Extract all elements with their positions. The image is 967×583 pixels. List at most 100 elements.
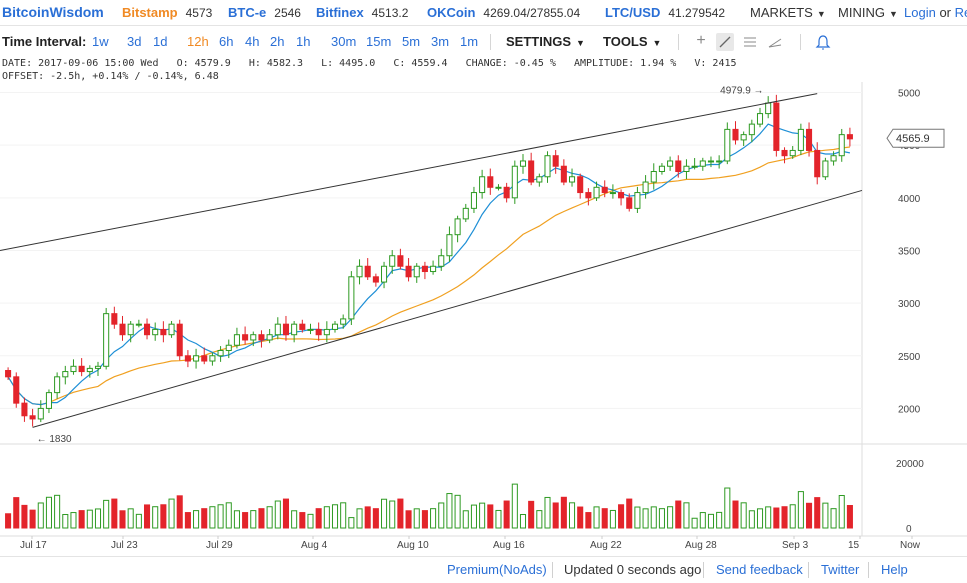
interval-1d[interactable]: 1d bbox=[153, 34, 168, 49]
candle-body bbox=[740, 134, 747, 141]
interval-1h[interactable]: 1h bbox=[296, 34, 311, 49]
time-tick-label: Jul 29 bbox=[206, 540, 233, 551]
ticker-bitfinex[interactable]: Bitfinex 4513.2 bbox=[316, 5, 408, 20]
price-tick-label: 2000 bbox=[898, 404, 921, 415]
candle-body bbox=[585, 192, 592, 199]
volume-bar bbox=[789, 504, 796, 529]
volume-bar bbox=[528, 500, 535, 529]
interval-4h[interactable]: 4h bbox=[245, 34, 260, 49]
volume-bar bbox=[438, 502, 445, 529]
time-tick-label: Aug 28 bbox=[685, 540, 717, 551]
time-tick-label: Jul 17 bbox=[20, 540, 47, 551]
time-tick-label: Aug 16 bbox=[493, 540, 525, 551]
interval-3d[interactable]: 3d bbox=[127, 34, 142, 49]
top-bar: BitcoinWisdom Bitstamp 4573 BTC-e 2546 Bit… bbox=[0, 0, 967, 26]
volume-bar bbox=[29, 509, 36, 529]
candle-body bbox=[340, 318, 347, 325]
alert-bell-icon[interactable] bbox=[814, 33, 832, 51]
settings-menu[interactable]: SETTINGS ▼ bbox=[506, 34, 585, 49]
ticker-bitstamp[interactable]: Bitstamp 4573 bbox=[122, 5, 212, 20]
ticker-name: Bitfinex bbox=[316, 5, 364, 20]
price-chart[interactable]: 50004500400035003000250020002000004979.9… bbox=[0, 0, 967, 556]
candle-body bbox=[13, 376, 20, 404]
ticker-okcoin[interactable]: OKCoin 4269.04/27855.04 bbox=[427, 5, 580, 20]
interval-3m[interactable]: 3m bbox=[431, 34, 450, 49]
candle-body bbox=[266, 334, 273, 341]
ticker-value: 4573 bbox=[185, 6, 213, 20]
low-price-annotation: ← 1830 bbox=[37, 434, 72, 445]
volume-bar bbox=[413, 508, 420, 529]
candle-body bbox=[667, 160, 674, 167]
volume-bar bbox=[143, 504, 151, 529]
volume-bar bbox=[381, 498, 388, 529]
ticker-name: LTC/USD bbox=[605, 5, 661, 20]
markets-menu[interactable]: MARKETS ▼ bbox=[750, 5, 826, 20]
candle-body bbox=[291, 323, 298, 336]
volume-bar bbox=[299, 512, 306, 529]
ticker-ltcusd[interactable]: LTC/USD 41.279542 bbox=[605, 5, 725, 20]
volume-bar bbox=[552, 502, 559, 529]
mining-menu[interactable]: MINING ▼ bbox=[838, 5, 898, 20]
interval-12h[interactable]: 12h bbox=[187, 34, 209, 49]
candle-body bbox=[421, 265, 428, 273]
candle-body bbox=[618, 192, 625, 199]
interval-2h[interactable]: 2h bbox=[270, 34, 285, 49]
volume-bar bbox=[389, 500, 396, 529]
channel-upper-line bbox=[0, 93, 818, 251]
premium-link[interactable]: Premium(NoAds) bbox=[447, 562, 547, 577]
candle-body bbox=[111, 313, 118, 325]
volume-bar bbox=[519, 514, 527, 529]
volume-bar bbox=[503, 500, 510, 529]
interval-1w[interactable]: 1w bbox=[92, 34, 109, 49]
candle-body bbox=[658, 165, 665, 172]
settings-menu-label: SETTINGS bbox=[506, 34, 572, 49]
send-feedback-link[interactable]: Send feedback bbox=[716, 562, 803, 577]
candle-body bbox=[707, 160, 715, 163]
candle-body bbox=[822, 160, 829, 178]
candle-body bbox=[446, 234, 453, 257]
help-link[interactable]: Help bbox=[881, 562, 908, 577]
volume-bar bbox=[160, 504, 167, 529]
candle-body bbox=[119, 323, 126, 336]
ruler-icon[interactable] bbox=[766, 33, 784, 51]
candle-body bbox=[54, 376, 61, 394]
candle-body bbox=[797, 128, 804, 151]
ticker-value: 2546 bbox=[274, 6, 301, 20]
volume-bar bbox=[699, 512, 706, 529]
volume-bar bbox=[193, 510, 200, 529]
time-tick-label: Jul 23 bbox=[111, 540, 138, 551]
fibonacci-icon[interactable] bbox=[741, 33, 759, 51]
interval-1m[interactable]: 1m bbox=[460, 34, 479, 49]
candle-body bbox=[315, 328, 322, 336]
volume-bar bbox=[315, 508, 322, 529]
ticker-btce[interactable]: BTC-e 2546 bbox=[228, 5, 301, 20]
interval-6h[interactable]: 6h bbox=[219, 34, 234, 49]
candle-body bbox=[233, 334, 240, 346]
volume-bar bbox=[103, 499, 110, 529]
interval-5m[interactable]: 5m bbox=[402, 34, 421, 49]
chevron-down-icon: ▼ bbox=[576, 38, 585, 48]
tools-menu[interactable]: TOOLS ▼ bbox=[603, 34, 661, 49]
login-link[interactable]: Login bbox=[904, 5, 936, 20]
markets-menu-label: MARKETS bbox=[750, 5, 813, 20]
volume-bar bbox=[650, 506, 657, 529]
volume-bar bbox=[225, 502, 232, 529]
time-interval-label: Time Interval: bbox=[2, 34, 87, 49]
candle-body bbox=[724, 128, 731, 162]
volume-bar bbox=[250, 510, 257, 529]
interval-30m[interactable]: 30m bbox=[331, 34, 357, 49]
crosshair-icon[interactable]: + bbox=[696, 32, 706, 49]
candle-body bbox=[773, 102, 780, 151]
volume-bar bbox=[348, 517, 355, 529]
volume-bar bbox=[495, 509, 502, 529]
draw-line-icon[interactable] bbox=[716, 33, 734, 51]
volume-bar bbox=[405, 510, 412, 529]
site-logo[interactable]: BitcoinWisdom bbox=[2, 4, 104, 20]
volume-bar bbox=[658, 508, 665, 529]
register-link[interactable]: Re bbox=[954, 5, 967, 20]
interval-15m[interactable]: 15m bbox=[366, 34, 392, 49]
volume-bar bbox=[740, 502, 747, 529]
candle-body bbox=[838, 134, 845, 157]
twitter-link[interactable]: Twitter bbox=[821, 562, 860, 577]
volume-bar bbox=[830, 508, 837, 529]
